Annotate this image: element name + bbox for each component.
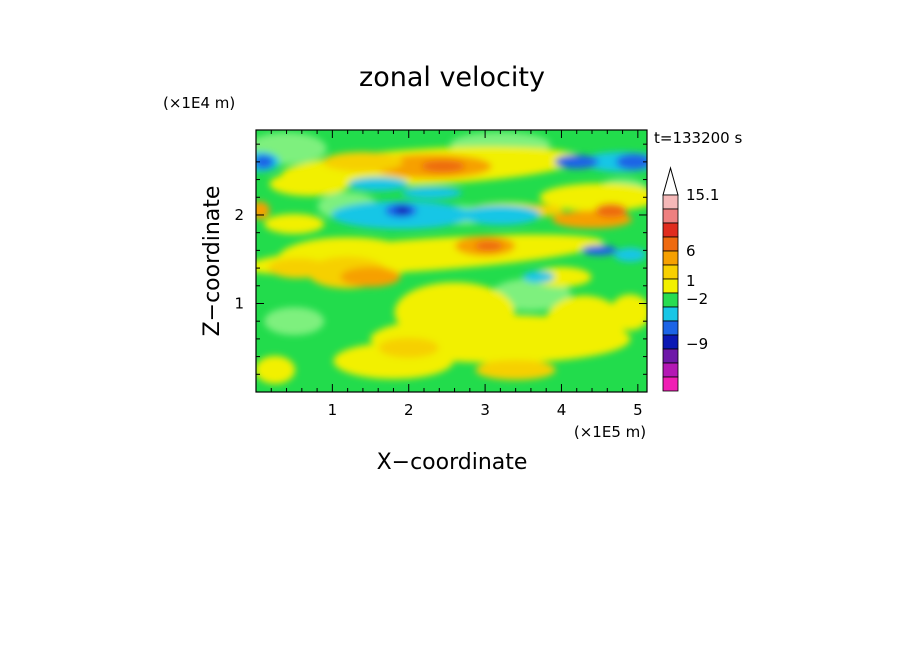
colorbar-label: 15.1 (686, 186, 719, 204)
colorbar-level (662, 320, 679, 336)
colorbar-label: −2 (686, 290, 708, 308)
colorbar-level (662, 334, 679, 350)
colorbar-level (662, 348, 679, 364)
colorbar-labels: 15.1 6 1−2 −9 (686, 186, 719, 353)
y-tick-label: 2 (234, 206, 244, 224)
y-axis: 12 (234, 143, 647, 375)
colorbar (662, 166, 679, 392)
x-tick-label: 1 (328, 401, 338, 419)
y-axis-label: Z−coordinate (200, 186, 225, 337)
contour-region (348, 176, 409, 191)
colorbar-level (662, 376, 679, 392)
colorbar-level (662, 264, 679, 280)
contour-region (421, 160, 466, 173)
contour-field (256, 130, 647, 392)
colorbar-label: 1 (686, 272, 696, 290)
y-unit-label: (×1E4 m) (163, 94, 235, 112)
colorbar-level (662, 362, 679, 378)
colorbar-level (662, 250, 679, 266)
contour-region (268, 258, 329, 279)
colorbar-arrow (662, 166, 679, 196)
x-axis-label: X−coordinate (377, 450, 528, 475)
contour-region (269, 171, 350, 196)
contour-region (264, 307, 325, 336)
colorbar-label: −9 (686, 335, 708, 353)
contour-region (378, 337, 439, 358)
contour-region (544, 295, 625, 356)
x-tick-label: 4 (557, 401, 567, 419)
contour-region (322, 151, 403, 172)
colorbar-level (662, 236, 679, 252)
colorbar-level (662, 222, 679, 238)
x-unit-label: (×1E5 m) (574, 423, 646, 441)
contour-region (581, 245, 618, 256)
colorbar-level (662, 292, 679, 308)
contour-region (340, 266, 401, 287)
colorbar-label: 6 (686, 242, 696, 260)
contour-region (539, 183, 647, 212)
contour-region (264, 213, 325, 234)
contour-region (256, 154, 274, 169)
x-tick-label: 3 (480, 401, 490, 419)
contour-region (401, 186, 462, 199)
colorbar-level (662, 208, 679, 224)
colorbar-level (662, 278, 679, 294)
colorbar-level (662, 306, 679, 322)
plot-frame (255, 129, 648, 393)
contour-region (595, 203, 628, 218)
contour-region (616, 153, 647, 170)
contour-region (475, 359, 556, 380)
contour-region (395, 206, 410, 215)
contour-region (554, 154, 599, 169)
y-tick-label: 1 (234, 294, 244, 312)
contour-region (522, 270, 555, 283)
contour-region (610, 294, 647, 331)
time-annotation: t=133200 s (654, 129, 742, 147)
contour-region (394, 282, 515, 343)
contour-region (614, 247, 647, 262)
chart-title: zonal velocity (359, 62, 545, 93)
x-tick-label: 5 (633, 401, 643, 419)
contour-region (256, 355, 296, 384)
x-axis: 1 2 3 4 5 (270, 130, 643, 419)
contour-region (474, 240, 503, 251)
colorbar-level (662, 194, 679, 210)
x-tick-label: 2 (404, 401, 414, 419)
contour-region (460, 204, 541, 225)
contour-region (256, 201, 270, 220)
